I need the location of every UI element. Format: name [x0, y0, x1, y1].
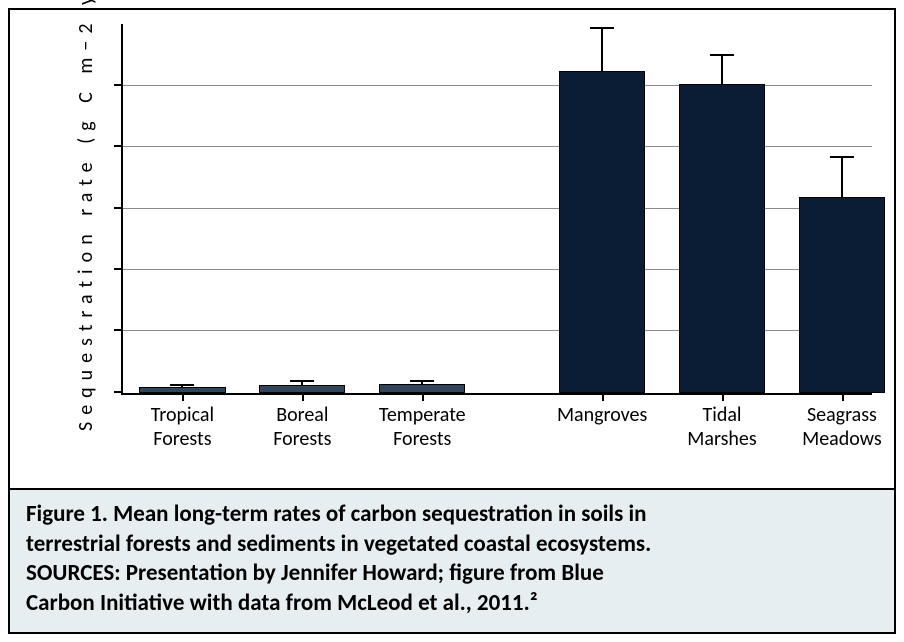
chart-area: Sequestration rate (g C m−2 yr−1) Tropic…: [10, 10, 894, 488]
error-cap: [710, 54, 734, 56]
y-tick: [114, 391, 122, 393]
bar: [679, 84, 765, 393]
plot-area: Tropical ForestsBoreal ForestsTemperate …: [121, 24, 872, 395]
x-category-label: Seagrass Meadows: [802, 393, 882, 451]
caption-line: terrestrial forests and sediments in veg…: [26, 530, 878, 559]
x-category-label: Tidal Marshes: [687, 393, 756, 451]
y-tick: [114, 84, 122, 86]
y-tick: [114, 268, 122, 270]
bar: [799, 197, 885, 393]
y-tick: [114, 207, 122, 209]
caption-line: Carbon Initiative with data from McLeod …: [26, 589, 878, 618]
error-cap: [170, 384, 194, 386]
figure-panel: Sequestration rate (g C m−2 yr−1) Tropic…: [8, 8, 896, 634]
bar: [559, 71, 645, 393]
x-category-label: Temperate Forests: [379, 393, 466, 451]
caption-line: SOURCES: Presentation by Jennifer Howard…: [26, 559, 878, 588]
error-cap: [290, 380, 314, 382]
caption-line: Figure 1. Mean long-term rates of carbon…: [26, 500, 878, 529]
x-category-label: Mangroves: [557, 393, 647, 427]
error-bar: [301, 382, 303, 386]
error-bar: [421, 382, 423, 384]
y-tick: [114, 329, 122, 331]
figure-frame: Sequestration rate (g C m−2 yr−1) Tropic…: [0, 0, 904, 642]
error-bar: [721, 56, 723, 84]
x-category-label: Boreal Forests: [273, 393, 331, 451]
error-bar: [601, 29, 603, 72]
x-category-label: Tropical Forests: [151, 393, 214, 451]
y-axis-label: Sequestration rate (g C m−2 yr−1): [74, 0, 98, 431]
error-cap: [410, 380, 434, 382]
error-bar: [841, 158, 843, 198]
y-tick: [114, 145, 122, 147]
error-cap: [590, 27, 614, 29]
bar: [379, 384, 465, 393]
error-cap: [830, 156, 854, 158]
error-bar: [181, 386, 183, 387]
figure-caption: Figure 1. Mean long-term rates of carbon…: [10, 488, 894, 632]
bar: [259, 385, 345, 393]
